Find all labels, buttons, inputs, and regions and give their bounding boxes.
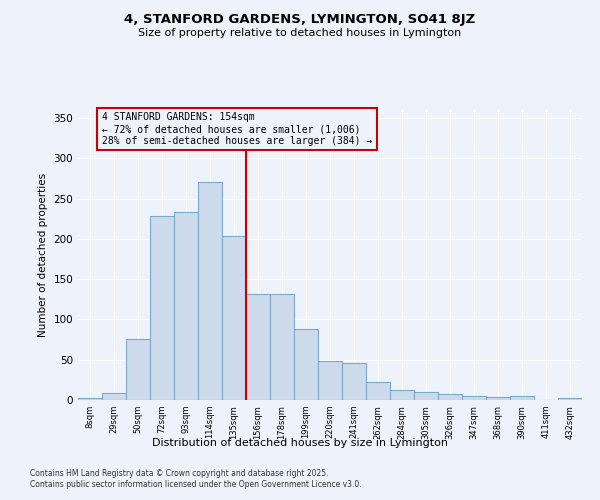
Text: Contains HM Land Registry data © Crown copyright and database right 2025.: Contains HM Land Registry data © Crown c…: [30, 468, 329, 477]
Bar: [510, 396, 534, 400]
Bar: [318, 362, 342, 400]
Y-axis label: Number of detached properties: Number of detached properties: [38, 173, 48, 337]
Bar: [438, 394, 462, 400]
Bar: [342, 363, 366, 400]
Bar: [78, 398, 102, 400]
Bar: [126, 339, 150, 400]
Text: Distribution of detached houses by size in Lymington: Distribution of detached houses by size …: [152, 438, 448, 448]
Bar: [222, 236, 246, 400]
Text: 4, STANFORD GARDENS, LYMINGTON, SO41 8JZ: 4, STANFORD GARDENS, LYMINGTON, SO41 8JZ: [124, 12, 476, 26]
Bar: [462, 396, 486, 400]
Text: Contains public sector information licensed under the Open Government Licence v3: Contains public sector information licen…: [30, 480, 362, 489]
Bar: [198, 182, 222, 400]
Bar: [486, 397, 510, 400]
Bar: [414, 392, 438, 400]
Bar: [390, 390, 414, 400]
Bar: [102, 393, 126, 400]
Bar: [558, 398, 582, 400]
Bar: [174, 212, 198, 400]
Bar: [150, 216, 174, 400]
Bar: [270, 294, 294, 400]
Text: 4 STANFORD GARDENS: 154sqm
← 72% of detached houses are smaller (1,006)
28% of s: 4 STANFORD GARDENS: 154sqm ← 72% of deta…: [102, 112, 372, 146]
Text: Size of property relative to detached houses in Lymington: Size of property relative to detached ho…: [139, 28, 461, 38]
Bar: [246, 294, 270, 400]
Bar: [366, 382, 390, 400]
Bar: [294, 329, 318, 400]
